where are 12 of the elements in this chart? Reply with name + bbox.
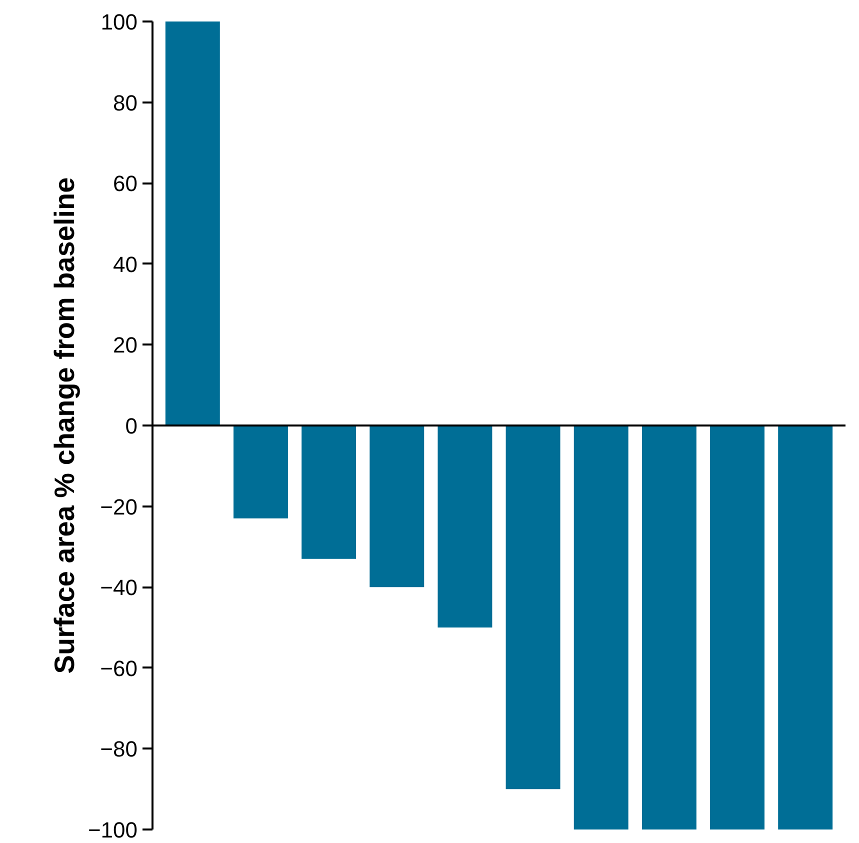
y-tick-label: 20 — [113, 332, 138, 358]
y-tick-label: 80 — [113, 90, 138, 116]
y-tick-label: −40 — [100, 575, 138, 600]
y-axis-title: Surface area % change from baseline — [48, 177, 80, 674]
y-tick-label: 60 — [113, 171, 138, 196]
y-tick-label: −100 — [88, 818, 138, 842]
y-tick-label: −60 — [100, 656, 138, 681]
y-tick-label: 100 — [100, 10, 138, 34]
y-tick-label: −80 — [100, 736, 138, 762]
y-tick-label: 0 — [125, 414, 138, 438]
y-tick-label: 40 — [113, 252, 138, 277]
y-tick-label: −20 — [100, 494, 138, 520]
